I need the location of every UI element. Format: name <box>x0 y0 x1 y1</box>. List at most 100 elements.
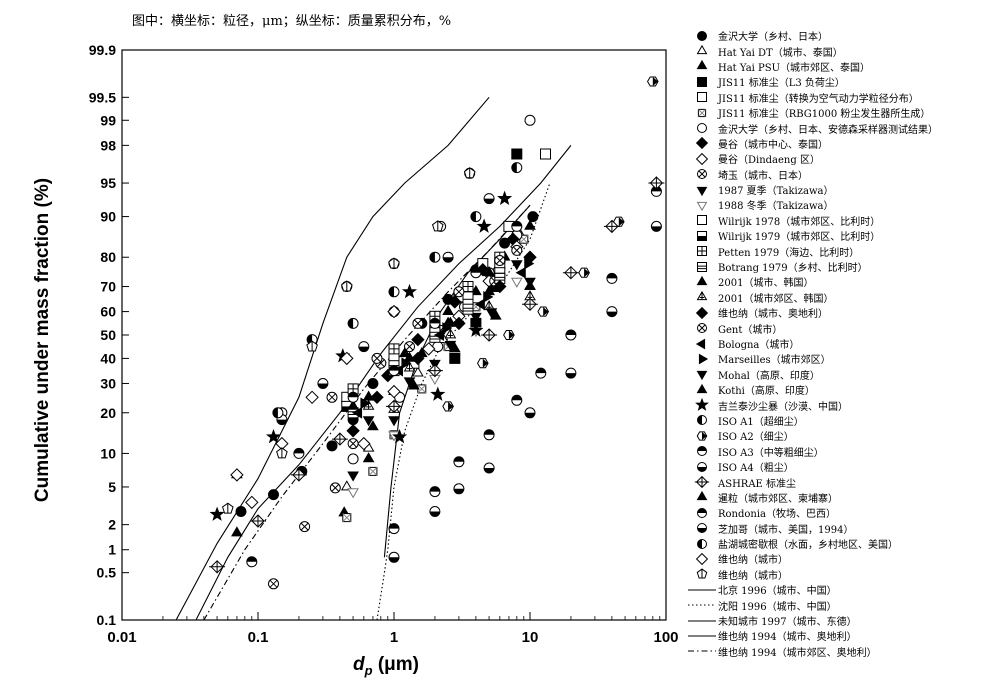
legend-item: Gent（城市） <box>686 320 996 336</box>
data-point <box>511 394 523 406</box>
legend-item: Marseilles（城市郊区） <box>686 351 996 366</box>
data-point <box>403 361 416 372</box>
data-point <box>527 211 539 223</box>
x-axis-label: dp (μm) <box>353 654 419 678</box>
data-point <box>562 265 579 280</box>
figure-caption: 图中：横坐标：粒径，μm；纵坐标：质量累积分布，% <box>132 14 452 29</box>
legend-label: Botrang 1979（乡村、比利时） <box>718 263 868 275</box>
data-point <box>340 280 353 292</box>
legend-item: 1987 夏季（Takizawa） <box>686 182 996 197</box>
data-point <box>360 397 371 410</box>
data-point <box>305 390 319 405</box>
data-point <box>442 322 453 334</box>
data-point <box>476 218 492 233</box>
legend-item: 维也纳（城市、奥地利） <box>686 305 996 320</box>
data-point <box>351 406 363 419</box>
data-point <box>412 317 424 329</box>
data-point <box>489 309 502 320</box>
legend-symbol <box>686 598 718 613</box>
data-point <box>299 521 311 533</box>
legend-symbol <box>686 321 718 336</box>
data-point <box>331 432 348 446</box>
data-point <box>386 399 402 414</box>
y-tick-label: 70 <box>100 279 116 295</box>
data-point <box>245 495 259 510</box>
data-point <box>347 438 359 450</box>
data-point <box>230 468 244 482</box>
legend-symbol <box>686 351 718 366</box>
data-point <box>429 251 441 263</box>
curve-line <box>175 96 490 621</box>
y-tick-label: 99 <box>100 112 116 128</box>
data-point <box>470 267 482 279</box>
legend-symbol <box>686 274 718 289</box>
legend-item: Kothi（高原、印度） <box>686 382 996 397</box>
data-point <box>524 279 536 290</box>
y-tick-label: 60 <box>100 304 116 320</box>
legend-label: 曼谷（Dindaeng 区） <box>718 155 820 167</box>
legend-symbol <box>686 244 718 259</box>
legend-item: 暹粒（城市郊区、柬埔寨） <box>686 490 996 505</box>
legend-label: ISO A3（中等粗细尘） <box>718 447 824 459</box>
data-point <box>444 316 457 327</box>
data-point <box>537 306 550 317</box>
y-tick-label: 10 <box>100 445 116 461</box>
legend-label: JIS11 标准尘（转换为空气动力学粒径分布） <box>718 93 919 105</box>
data-point <box>433 329 444 341</box>
legend-label: 2001（城市、韩国） <box>718 278 814 290</box>
legend-symbol <box>686 613 718 628</box>
data-point <box>511 244 523 256</box>
data-point <box>483 193 495 205</box>
data-point <box>340 480 353 491</box>
data-point <box>231 526 243 537</box>
legend-item: Hat Yai DT（城市、泰国） <box>686 43 996 59</box>
data-point <box>540 148 551 160</box>
legend-symbol <box>686 444 718 459</box>
data-point <box>565 367 577 379</box>
legend-symbol <box>686 28 718 43</box>
data-point <box>606 272 618 284</box>
legend-label: Petten 1979（海边、比利时） <box>718 247 860 259</box>
y-tick-label: 99.5 <box>89 89 116 105</box>
legend-item: 2001（城市郊区、韩国） <box>686 290 996 305</box>
legend-symbol <box>686 521 718 536</box>
x-axis-label-unit: (μm) <box>373 654 419 675</box>
legend-symbol <box>686 151 718 166</box>
data-point <box>388 286 400 298</box>
data-point <box>650 220 662 232</box>
data-point <box>342 513 352 523</box>
legend-item: Wilrijk 1978（城市郊区、比利时） <box>686 213 996 228</box>
legend-item: ISO A3（中等粗细尘） <box>686 444 996 459</box>
legend-label: 维也纳（城市） <box>718 555 788 567</box>
data-point <box>371 352 383 364</box>
data-point <box>468 322 484 337</box>
legend-label: 暹粒（城市郊区、柬埔寨） <box>718 493 838 505</box>
legend-item: 沈阳 1996（城市、中国） <box>686 597 996 613</box>
legend-label: 盐湖城密歇根（水面，乡村地区、美国） <box>718 540 898 552</box>
data-point <box>452 316 466 331</box>
y-tick-label: 80 <box>100 249 116 265</box>
data-point <box>522 297 538 312</box>
legend-label: 1988 冬季（Takizawa） <box>718 201 834 213</box>
data-point <box>358 341 370 353</box>
legend-label: Rondonia（牧场、巴西） <box>718 509 837 521</box>
data-point <box>565 329 577 341</box>
data-point <box>388 343 400 355</box>
x-tick-label: 100 <box>653 629 678 646</box>
legend-label: Hat Yai DT（城市、泰国） <box>718 47 843 59</box>
y-tick-label: 0.5 <box>97 565 117 581</box>
data-point <box>411 332 425 347</box>
y-tick-label: 30 <box>100 375 116 391</box>
legend-symbol <box>686 228 718 243</box>
y-tick-label: 2 <box>108 517 116 533</box>
legend-symbol <box>686 582 718 597</box>
y-tick-label: 1 <box>108 542 116 558</box>
data-point <box>483 462 495 474</box>
legend-symbol <box>686 536 718 551</box>
y-tick-label: 0.1 <box>97 612 117 628</box>
data-point <box>362 416 375 427</box>
legend-symbol <box>686 105 718 120</box>
legend-label: 未知城市 1997（城市、东德） <box>718 617 857 629</box>
legend-item: Rondonia（牧场、巴西） <box>686 505 996 520</box>
legend-label: Wilrijk 1979（城市郊区、比利时） <box>718 232 881 244</box>
